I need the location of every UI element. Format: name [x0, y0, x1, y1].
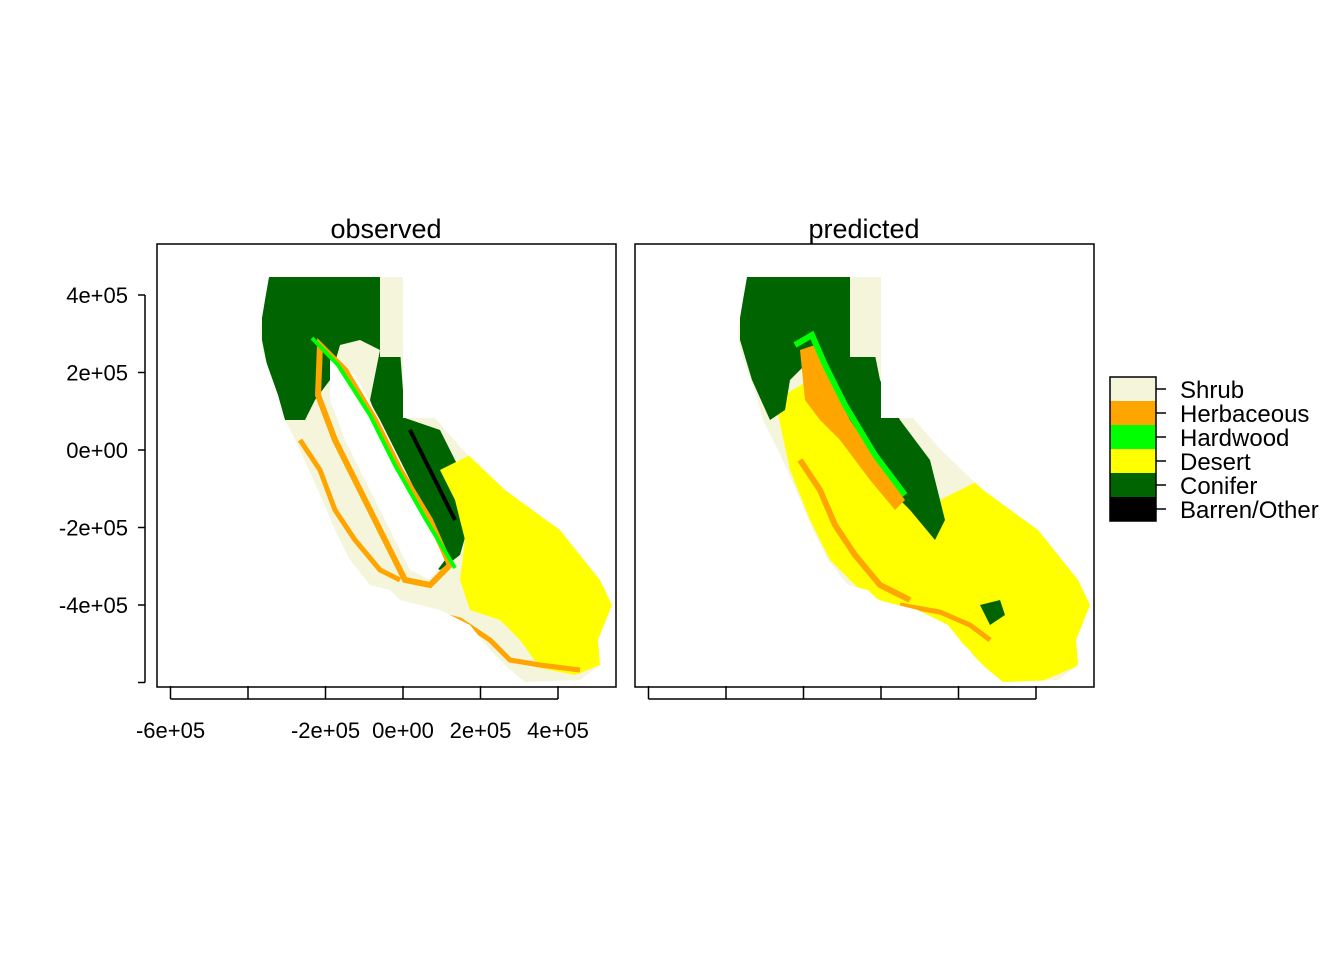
observed-hardwood-ring	[310, 336, 457, 570]
legend-label: Herbaceous	[1180, 401, 1309, 428]
observed-shrub-northeast	[380, 277, 405, 357]
predicted-conifer-south	[980, 600, 1005, 625]
observed-central-valley	[330, 360, 445, 580]
legend-swatch	[1110, 425, 1156, 449]
legend-swatch	[1110, 497, 1156, 521]
legend-label: Shrub	[1180, 377, 1244, 404]
legend-label: Barren/Other	[1180, 497, 1319, 524]
observed-conifer-north	[262, 277, 400, 420]
y-tick-label: 0e+00	[66, 438, 128, 463]
x-axis-predicted	[647, 686, 1037, 700]
predicted-shrub-northeast	[850, 277, 880, 357]
observed-herbaceous-coast	[297, 438, 402, 583]
observed-desert	[440, 455, 612, 675]
observed-herbaceous-ring	[314, 338, 454, 589]
observed-barren-crest	[408, 429, 457, 521]
y-tick-label: -4e+05	[59, 593, 128, 618]
predicted-herbaceous-coast	[797, 458, 912, 603]
y-tick-label: -2e+05	[59, 516, 128, 541]
observed-conifer-sierra	[370, 350, 470, 570]
legend: ShrubHerbaceousHardwoodDesertConiferBarr…	[1109, 376, 1319, 524]
panel-title-predicted: predicted	[808, 214, 919, 244]
legend-swatch	[1110, 377, 1156, 401]
panel-observed: observed	[156, 214, 617, 688]
predicted-hardwood-ring	[793, 330, 908, 497]
legend-label: Hardwood	[1180, 425, 1289, 452]
legend-swatch	[1110, 401, 1156, 425]
x-axis-observed: -6e+05 -2e+05 0e+00 2e+05 4e+05	[136, 686, 589, 743]
legend-label: Desert	[1180, 449, 1251, 476]
panel-predicted: predicted	[634, 214, 1095, 688]
y-tick-label: 2e+05	[66, 361, 128, 386]
legend-frame	[1109, 376, 1157, 522]
x-tick-label: 4e+05	[527, 718, 589, 743]
y-tick-label: 4e+05	[66, 283, 128, 308]
legend-swatch	[1110, 473, 1156, 497]
panel-title-observed: observed	[330, 214, 441, 244]
legend-label: Conifer	[1180, 473, 1257, 500]
y-axis: 4e+05 2e+05 0e+00 -2e+05 -4e+05	[59, 283, 146, 684]
x-tick-label: -2e+05	[291, 718, 360, 743]
predicted-herbaceous-valley	[800, 345, 905, 510]
x-tick-label: -6e+05	[136, 718, 205, 743]
predicted-herbaceous-south	[899, 602, 992, 642]
x-tick-label: 2e+05	[450, 718, 512, 743]
x-tick-label: 0e+00	[372, 718, 434, 743]
legend-swatch	[1110, 449, 1156, 473]
